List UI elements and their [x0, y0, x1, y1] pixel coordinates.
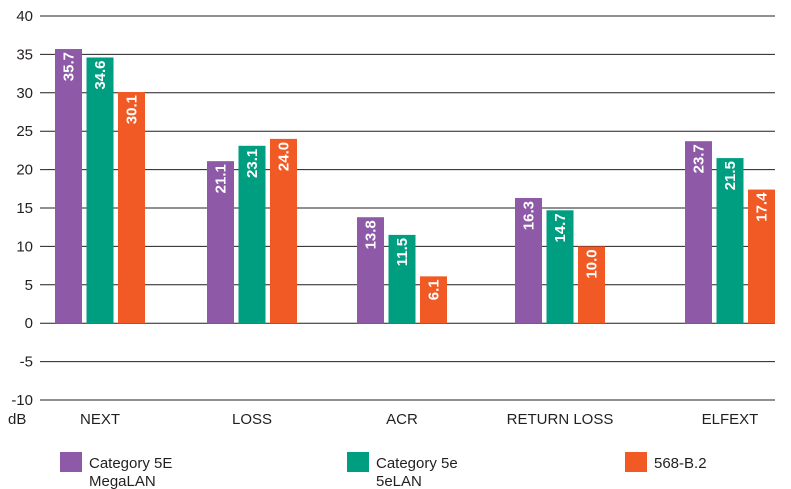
- y-tick-label: -5: [20, 354, 33, 371]
- bar-value-label: 23.7: [691, 144, 708, 173]
- bar-groups: 35.7 34.630.121.123.1 24.013.811.56.116.3 1…: [55, 49, 775, 324]
- y-tick-label: 20: [16, 162, 33, 179]
- bar: [748, 189, 775, 324]
- bar-value-label: 11.5: [394, 238, 411, 266]
- legend-label: Category 5E: [89, 455, 172, 472]
- y-axis-unit-label: dB: [8, 411, 26, 428]
- gridlines: [40, 15, 775, 401]
- legend-label: Category 5e: [376, 455, 458, 472]
- legend-swatch: [60, 452, 82, 472]
- bar: [546, 210, 574, 324]
- bar: [270, 138, 297, 324]
- bar: [207, 161, 234, 324]
- category-label: NEXT: [80, 411, 120, 428]
- legend-swatch: [625, 452, 647, 472]
- y-tick-label: 10: [16, 238, 33, 255]
- bar-value-label: 21.5: [722, 161, 739, 190]
- legend-item: 568-B.2: [625, 452, 707, 472]
- y-tick-label: 40: [16, 8, 33, 25]
- bar-value-label: 30.1: [124, 95, 141, 124]
- bar-group-elfext: 23.7 21.5 17.4: [685, 141, 775, 324]
- y-axis-tick-labels: -10 -5 0 5 10 15 20 25 30 35 40: [11, 8, 33, 409]
- bar-value-label: 14.7: [552, 213, 569, 242]
- bar-group-return-loss: 16.3 14.7 10.0: [515, 198, 605, 324]
- bar-value-label: 24.0: [276, 142, 293, 171]
- bar: [388, 234, 416, 324]
- bar: [578, 246, 605, 324]
- bar: [86, 57, 114, 324]
- y-tick-label: 5: [25, 277, 33, 294]
- y-tick-label: -10: [11, 392, 33, 409]
- bar: [55, 49, 82, 324]
- bar-value-label: 6.1: [426, 279, 443, 300]
- bar: [118, 92, 145, 324]
- y-tick-label: 25: [16, 123, 33, 140]
- bar-value-label: 10.0: [584, 249, 601, 278]
- y-tick-label: 0: [25, 315, 33, 332]
- bar: [357, 217, 384, 324]
- y-tick-label: 15: [16, 200, 33, 217]
- legend-label: 5eLAN: [376, 473, 422, 489]
- bar-group-next: 35.7 34.6 30.1: [55, 49, 145, 324]
- category-label: RETURN LOSS: [507, 411, 614, 428]
- category-label: ELFEXT: [702, 411, 759, 428]
- bar-value-label: 35.7: [61, 52, 78, 81]
- bar-value-label: 17.4: [754, 192, 771, 222]
- category-label: ACR: [386, 411, 418, 428]
- y-tick-label: 30: [16, 85, 33, 102]
- legend-label: 568-B.2: [654, 455, 707, 472]
- bar-value-label: 16.3: [521, 201, 538, 230]
- bar-value-label: 21.1: [213, 164, 230, 193]
- bar: [420, 276, 447, 324]
- bar-value-label: 23.1: [244, 149, 261, 178]
- legend-label: MegaLAN: [89, 473, 156, 489]
- bar: [238, 145, 266, 324]
- bar-group-loss: 21.1 23.1 24.0: [207, 138, 297, 324]
- category-label: LOSS: [232, 411, 272, 428]
- y-tick-label: 35: [16, 46, 33, 63]
- bar-group-acr: 13.8 11.5 6.1: [357, 217, 447, 324]
- x-axis-category-labels: NEXT LOSS ACR RETURN LOSS ELFEXT: [80, 411, 758, 428]
- bar: [515, 198, 542, 324]
- bar: [685, 141, 712, 324]
- legend-swatch: [347, 452, 369, 472]
- bar-value-label: 13.8: [363, 220, 380, 249]
- bar: [716, 158, 744, 324]
- bar-value-label: 34.6: [92, 60, 109, 89]
